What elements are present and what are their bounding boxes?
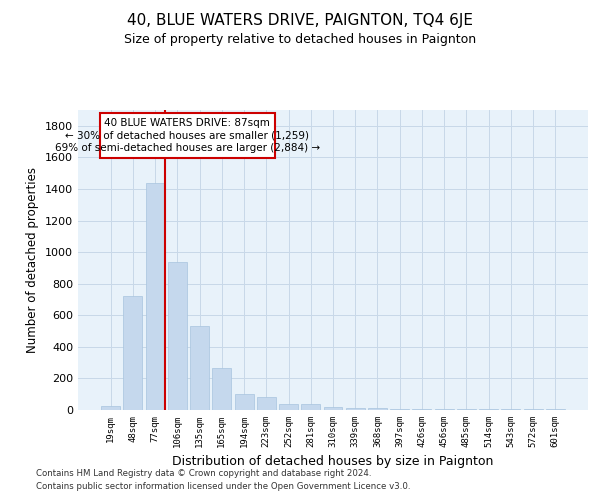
Bar <box>502 409 520 410</box>
Y-axis label: Number of detached properties: Number of detached properties <box>26 167 40 353</box>
Bar <box>257 398 276 410</box>
Bar <box>279 404 298 410</box>
Text: 40, BLUE WATERS DRIVE, PAIGNTON, TQ4 6JE: 40, BLUE WATERS DRIVE, PAIGNTON, TQ4 6JE <box>127 12 473 28</box>
Bar <box>323 407 343 410</box>
Text: Contains HM Land Registry data © Crown copyright and database right 2024.: Contains HM Land Registry data © Crown c… <box>36 468 371 477</box>
Text: ← 30% of detached houses are smaller (1,259): ← 30% of detached houses are smaller (1,… <box>65 130 310 140</box>
Bar <box>190 326 209 410</box>
Bar <box>390 409 409 410</box>
FancyBboxPatch shape <box>100 114 275 158</box>
Bar <box>457 409 476 410</box>
Bar <box>346 408 365 410</box>
Bar <box>168 262 187 410</box>
Bar <box>479 409 498 410</box>
Text: Contains public sector information licensed under the Open Government Licence v3: Contains public sector information licen… <box>36 482 410 491</box>
Text: 40 BLUE WATERS DRIVE: 87sqm: 40 BLUE WATERS DRIVE: 87sqm <box>104 118 270 128</box>
Bar <box>546 409 565 410</box>
Text: 69% of semi-detached houses are larger (2,884) →: 69% of semi-detached houses are larger (… <box>55 143 320 153</box>
Bar <box>212 368 231 410</box>
Bar <box>146 182 164 410</box>
Bar <box>101 406 120 410</box>
Bar <box>301 404 320 410</box>
Bar <box>124 296 142 410</box>
Bar <box>412 409 431 410</box>
X-axis label: Distribution of detached houses by size in Paignton: Distribution of detached houses by size … <box>172 456 494 468</box>
Bar <box>368 408 387 410</box>
Bar <box>235 394 254 410</box>
Text: Size of property relative to detached houses in Paignton: Size of property relative to detached ho… <box>124 32 476 46</box>
Bar <box>524 409 542 410</box>
Bar <box>435 409 454 410</box>
